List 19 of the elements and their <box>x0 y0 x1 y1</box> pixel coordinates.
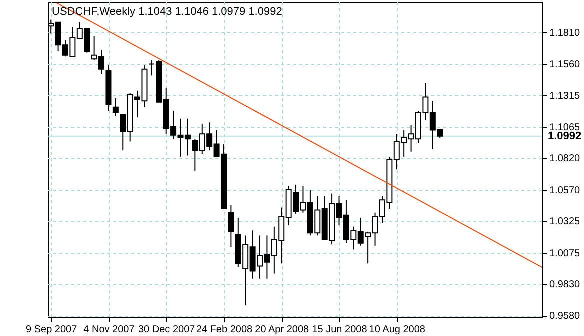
x-tick-label: 24 Feb 2008 <box>196 324 253 336</box>
x-tick-label: 30 Dec 2007 <box>138 324 196 336</box>
candlestick <box>112 98 119 117</box>
ref-line-label: 1.0992 <box>548 130 582 142</box>
y-tick-label: 0.9830 <box>550 279 581 290</box>
y-tick-label: 1.0570 <box>550 185 581 196</box>
y-tick-label: 1.1810 <box>550 28 581 39</box>
y-tick-label: 1.0075 <box>550 248 581 260</box>
x-tick-label: 4 Nov 2007 <box>84 324 136 336</box>
y-tick-label: 1.1560 <box>550 60 581 71</box>
y-tick-label: 1.0820 <box>550 154 581 165</box>
candlestick <box>228 204 234 248</box>
x-tick-label: 9 Sep 2007 <box>26 324 78 336</box>
x-tick-label: 20 Apr 2008 <box>255 324 310 336</box>
x-tick-label: 10 Aug 2008 <box>369 324 426 336</box>
y-tick-label: 0.9580 <box>550 311 581 322</box>
y-tick-label: 1.0325 <box>550 216 581 228</box>
x-tick-label: 15 Jun 2008 <box>312 324 368 336</box>
y-tick-label: 1.1315 <box>550 90 581 102</box>
